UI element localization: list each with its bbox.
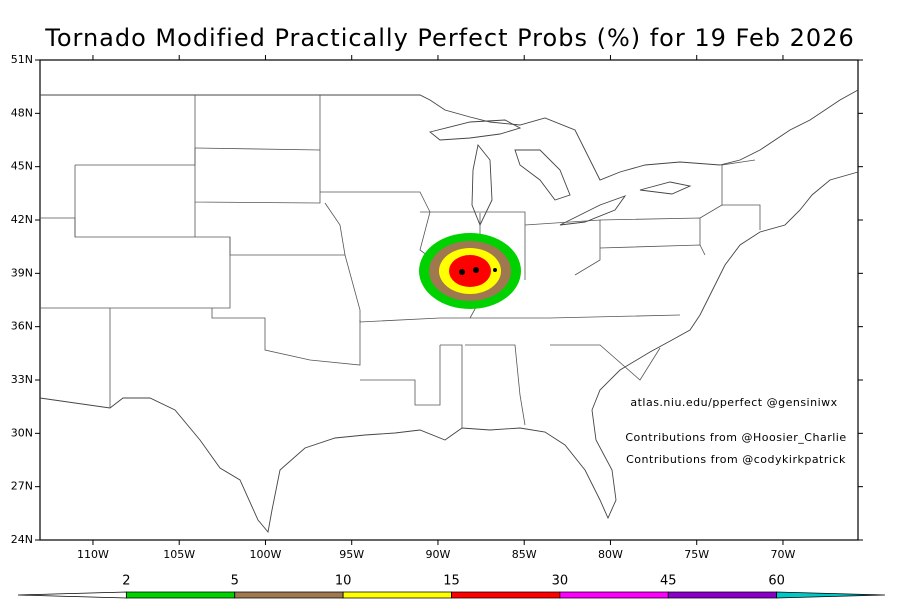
colorbar-segment [559, 591, 669, 599]
boundaries [39, 89, 859, 534]
colorbar-segment [17, 591, 127, 599]
x-tick-label: 105W [163, 548, 195, 561]
colorbar-label: 5 [231, 574, 239, 589]
state-line [440, 344, 463, 428]
credit: atlas.niu.edu/pperfect @gensiniwx [630, 396, 837, 409]
colorbar-segment [776, 591, 886, 599]
prob-area [449, 255, 491, 287]
colorbar-label: 30 [552, 574, 569, 589]
state-line [550, 344, 661, 381]
y-tick-label: 42N [11, 213, 33, 226]
x-tick-label: 75W [684, 548, 709, 561]
x-tick-label: 80W [598, 548, 623, 561]
state-line [599, 244, 706, 256]
colorbar-segment [667, 591, 778, 599]
colorbar-label: 10 [335, 574, 352, 589]
colorbar-label: 15 [443, 574, 460, 589]
y-tick-label: 27N [11, 480, 33, 493]
report-dot [459, 269, 465, 275]
credit: Contributions from @codykirkpatrick [626, 453, 846, 466]
coastline [40, 89, 859, 181]
state-line [722, 204, 761, 230]
report-dot [473, 267, 479, 273]
coastline [39, 171, 859, 534]
colorbar-segment [125, 591, 236, 599]
colorbar-label: 60 [768, 574, 785, 589]
state-line [194, 148, 321, 204]
lake [429, 119, 522, 141]
y-tick-label: 24N [11, 533, 33, 546]
y-tick-label: 39N [11, 266, 33, 279]
x-tick-label: 95W [339, 548, 364, 561]
colorbar-segment [342, 591, 452, 599]
x-tick-label: 90W [426, 548, 451, 561]
x-tick-label: 85W [512, 548, 537, 561]
axes: 51N 48N 45N 42N 39N 36N 33N 30N 27N 24N 110W 105W 10… [11, 53, 863, 561]
state-line [40, 237, 231, 309]
y-tick-label: 51N [11, 53, 33, 66]
state-line [465, 344, 526, 426]
x-tick-label: 110W [77, 548, 109, 561]
colorbar-label: 2 [122, 574, 130, 589]
lake [559, 195, 627, 226]
x-tick-label: 100W [250, 548, 282, 561]
state-line [324, 202, 346, 256]
y-tick-label: 36N [11, 320, 33, 333]
y-tick-label: 45N [11, 160, 33, 173]
state-line [420, 211, 526, 280]
state-line [360, 345, 441, 406]
colorbar-segment [451, 591, 561, 599]
colorbar-label: 45 [660, 574, 677, 589]
y-tick-label: 33N [11, 373, 33, 386]
lake [514, 149, 571, 201]
y-tick-label: 30N [11, 426, 33, 439]
colorbar: 2 5 10 15 30 45 60 [17, 574, 886, 599]
colorbar-segment [234, 591, 344, 599]
state-line [524, 219, 601, 276]
lake [639, 181, 692, 195]
credit: Contributions from @Hoosier_Charlie [625, 431, 846, 444]
report-dot [493, 268, 497, 272]
state-line [699, 159, 756, 219]
state-line [211, 308, 361, 366]
x-tick-label: 70W [771, 548, 796, 561]
probability-contours [419, 233, 521, 309]
y-tick-label: 48N [11, 106, 33, 119]
map-title: Tornado Modified Practically Perfect Pro… [44, 24, 854, 52]
